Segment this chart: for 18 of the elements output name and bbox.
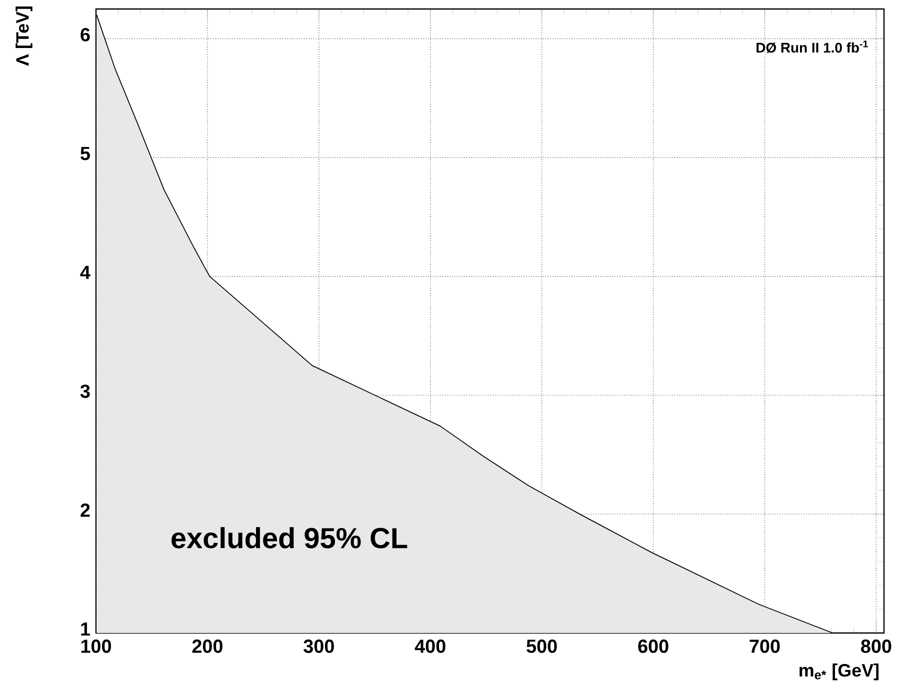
y-tick-label: 3 [80,384,90,398]
y-tick-label: 1 [81,622,90,636]
y-tick-label: 2 [80,504,90,517]
x-tick-label: 700 [750,640,780,653]
y-tick-label: 6 [80,28,90,42]
x-tick-label: 500 [526,640,557,653]
x-tick-label: 200 [192,640,222,653]
x-tick-label: 600 [638,640,668,653]
x-tick-label: 800 [861,640,892,653]
x-tick-label: 400 [414,640,446,653]
y-axis-title: Λ [TeV] [16,6,32,66]
annotation: DØ Run II 1.0 fb$^{-1}$ [756,40,868,54]
y-tick-label: 5 [80,146,90,160]
x-tick-label: 100 [81,640,112,653]
x-tick-label: 300 [304,640,334,653]
annotation: excluded 95% CL [172,527,408,548]
x-axis-title: m$_{e*}$ [GeV] [800,664,878,680]
y-tick-label: 4 [80,266,90,279]
